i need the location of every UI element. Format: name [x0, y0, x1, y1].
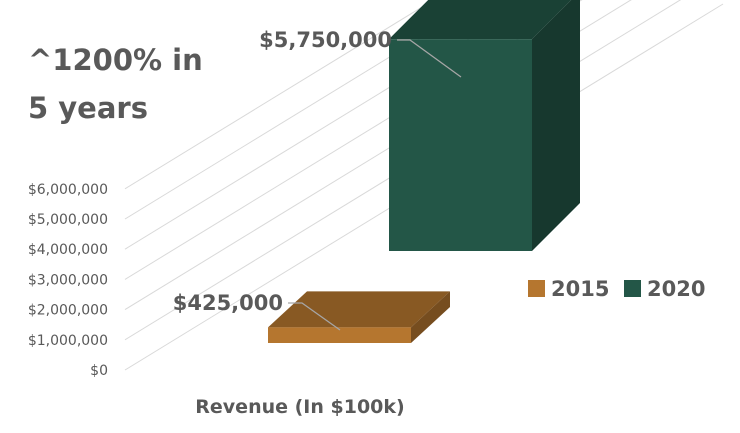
gridline-diag-0: [124, 299, 241, 371]
bar-top-2020: [389, 0, 572, 40]
gridline-diag-3: [124, 208, 241, 280]
chart-headline: ^1200% in 5 years: [28, 36, 203, 132]
gridline-diag-6: [124, 117, 241, 190]
y-tick-label: $6,000,000: [28, 182, 108, 198]
gridline-diag-4: [124, 178, 241, 250]
bar-front-2020: [389, 39, 532, 251]
legend-swatch-2015: [528, 280, 545, 297]
gridline-diag-2: [124, 238, 241, 311]
y-tick-label: $2,000,000: [28, 303, 108, 319]
bar-front-2015: [268, 327, 411, 343]
bars: [268, 0, 580, 343]
legend-label-2020: 2020: [647, 277, 705, 301]
y-tick-label: $4,000,000: [28, 242, 108, 258]
legend-swatch-2020: [624, 280, 641, 297]
gridline-diag-1: [124, 268, 241, 341]
data-label-leader-2020: [397, 39, 462, 78]
bar-side-2015: [411, 291, 450, 343]
data-label-2015: $425,000: [173, 291, 283, 315]
bar-top-2015: [268, 291, 450, 328]
y-axis-ticks: $0 $1,000,000 $2,000,000 $3,000,000 $4,000,0…: [28, 182, 108, 379]
bar-2020: [389, 0, 580, 251]
legend-label-2015: 2015: [551, 277, 609, 301]
bar-2015: [268, 291, 450, 343]
bar-side-2020: [532, 0, 580, 251]
headline-line-2: 5 years: [28, 91, 148, 125]
data-label-leader-2015: [288, 302, 341, 331]
gridline-diag-5: [124, 148, 241, 220]
legend: 2015 2020: [528, 277, 705, 301]
data-labels: $425,000 $5,750,000: [173, 28, 462, 331]
gridline-back-6: [239, 0, 435, 119]
y-tick-label: $1,000,000: [28, 333, 108, 349]
y-tick-label: $0: [90, 363, 108, 379]
headline-line-1: ^1200% in: [28, 43, 203, 77]
y-tick-label: $3,000,000: [28, 272, 108, 288]
x-axis-label: Revenue (In $100k): [195, 396, 404, 418]
data-label-2020: $5,750,000: [259, 28, 392, 52]
y-tick-label: $5,000,000: [28, 212, 108, 228]
